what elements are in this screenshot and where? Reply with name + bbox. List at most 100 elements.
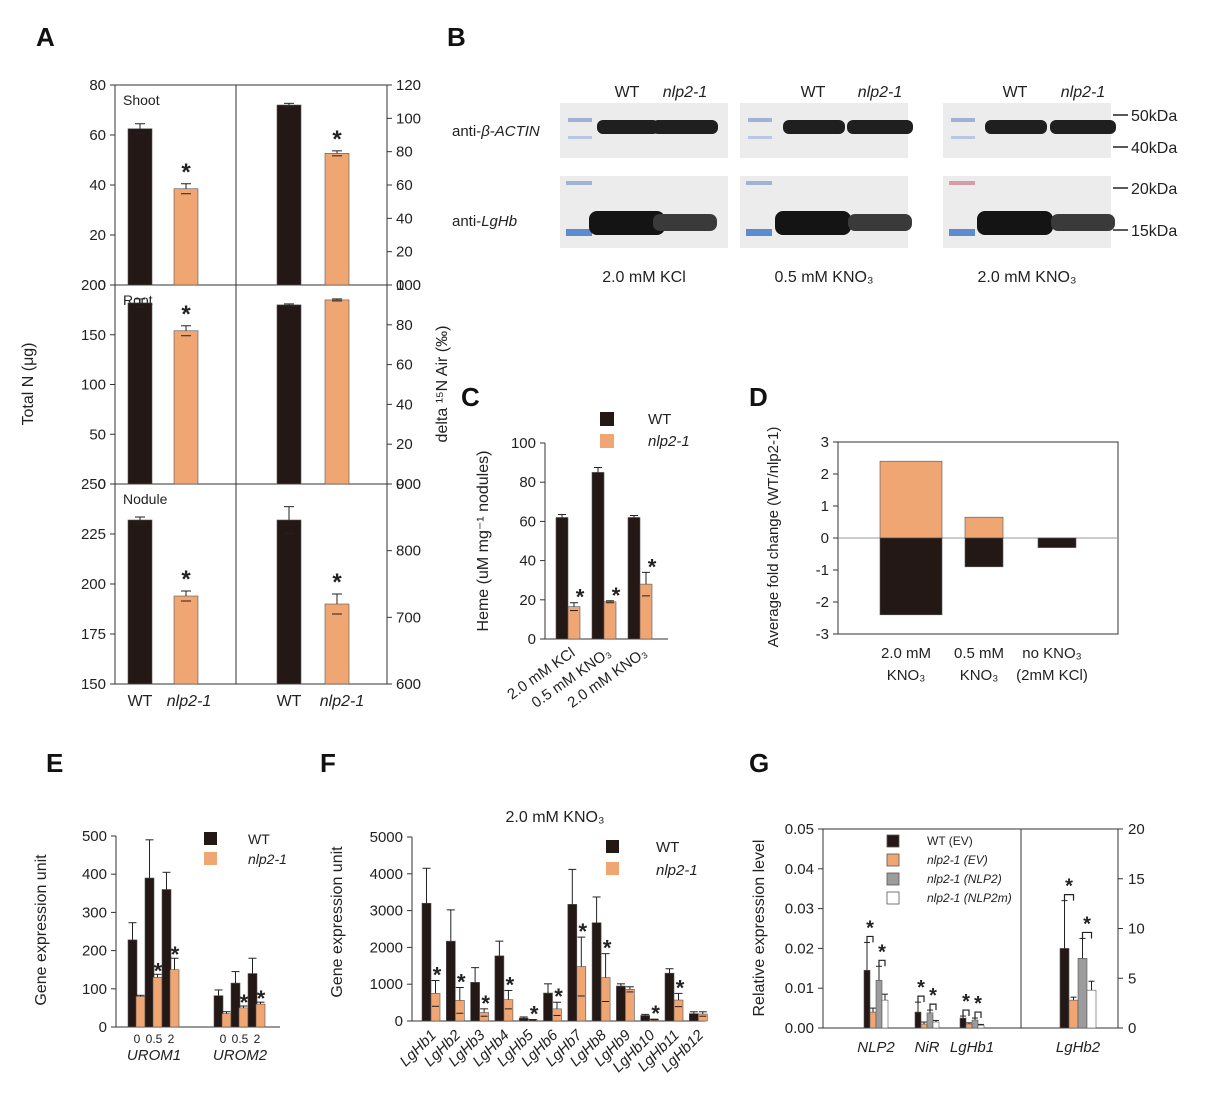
ladder-band: [566, 181, 592, 185]
y-tick-label-right: 0: [1128, 1020, 1136, 1037]
bar: [454, 1000, 465, 1022]
y-tick-label: 0: [98, 476, 106, 493]
significance-bracket: [1081, 931, 1093, 939]
y-tick-label-right: 80: [396, 144, 413, 161]
significance-bracket: [929, 1003, 937, 1011]
significance-star: *: [332, 126, 342, 153]
panel-letter-c: C: [461, 382, 480, 412]
significance-star: *: [240, 990, 249, 1015]
y-tick-label: 100: [82, 981, 107, 998]
blot-row-label-prefix: anti-: [452, 123, 481, 140]
y-tick-label: 80: [519, 474, 536, 491]
bar: [965, 1023, 973, 1029]
y-tick-label: 1000: [370, 976, 403, 993]
bar: [673, 999, 684, 1022]
significance-bracket: [878, 959, 886, 967]
bar: [869, 1011, 877, 1029]
bar: [161, 889, 172, 1028]
significance-star: *: [929, 985, 937, 1007]
y-tick-label-right: 900: [396, 476, 421, 493]
bar: [324, 299, 350, 485]
significance-star: *: [576, 585, 585, 610]
y-tick-label: 300: [82, 904, 107, 921]
x-category-label: 2.0 mM: [881, 645, 931, 662]
blot-condition-label: 2.0 mM KNO₃: [978, 269, 1077, 286]
y-tick-label-right: 20: [396, 244, 413, 261]
y-tick-label: 100: [511, 435, 536, 452]
legend-label-nlp: nlp2-1: [656, 862, 698, 879]
bar: [1068, 999, 1079, 1029]
bar: [914, 1011, 922, 1029]
legend-label-wt: WT: [648, 411, 671, 428]
x-category-label: no KNO₃: [1022, 645, 1081, 662]
y-tick-label: 80: [89, 77, 106, 94]
y-tick-label: 3000: [370, 903, 403, 920]
bar: [625, 989, 635, 1022]
bar: [640, 1015, 651, 1022]
bar: [276, 304, 302, 485]
bar: [977, 1024, 985, 1029]
significance-star: *: [676, 975, 685, 1000]
y-tick-label-right: 600: [396, 676, 421, 693]
y-tick-label-right: 700: [396, 609, 421, 626]
ladder-band: [949, 181, 975, 185]
legend-label: nlp2-1 (NLP2m): [927, 891, 1012, 905]
marker-label: 40kDa: [1131, 140, 1177, 157]
y-tick-label: 250: [81, 476, 106, 493]
blot-condition-label: 0.5 mM KNO₃: [775, 269, 874, 286]
x-tick-label: 0: [220, 1032, 227, 1046]
y-tick-label: 3: [821, 434, 829, 451]
significance-star: *: [612, 583, 621, 608]
lane-label: WT: [615, 84, 640, 101]
ladder-band: [748, 136, 772, 139]
y-axis-label: Heme (uM mg⁻¹ nodules): [475, 451, 492, 632]
significance-star: *: [257, 986, 266, 1011]
significance-star: *: [154, 958, 163, 983]
panel-letter-f: F: [320, 748, 336, 778]
bar: [576, 966, 587, 1022]
bar: [221, 1013, 232, 1028]
y-tick-label-right: 40: [396, 396, 413, 413]
bar: [430, 993, 441, 1022]
x-tick-label: 0.5: [232, 1032, 249, 1046]
significance-star: *: [554, 984, 563, 1009]
bar: [567, 606, 581, 640]
bar: [1086, 989, 1097, 1029]
bar: [470, 982, 480, 1022]
y-tick-label-right: 0: [396, 476, 404, 493]
bar-negative: [879, 537, 943, 616]
bar: [932, 1021, 940, 1029]
marker-label: 20kDa: [1131, 181, 1177, 198]
y-tick-label: 500: [82, 828, 107, 845]
y-tick-label-right: 80: [396, 317, 413, 334]
actin-band: [652, 120, 718, 134]
bar: [591, 922, 602, 1022]
ladder-band: [748, 118, 772, 122]
y-tick-label: 400: [82, 866, 107, 883]
y-tick-label: 0.05: [785, 821, 814, 838]
y-tick-label: 150: [81, 327, 106, 344]
chart-title: 2.0 mM KNO₃: [506, 809, 605, 826]
x-category-label: WT: [128, 693, 153, 710]
significance-star: *: [603, 936, 612, 961]
y-tick-label: 150: [81, 676, 106, 693]
x-category-label: LgHb1: [950, 1039, 994, 1056]
y-tick-label-right: 10: [1128, 921, 1145, 938]
lane-label: nlp2-1: [663, 84, 707, 101]
blot-row-label: anti-LgHb: [452, 213, 517, 230]
marker-label: 15kDa: [1131, 223, 1177, 240]
y-axis-label: Relative expression level: [751, 840, 768, 1017]
bar: [173, 188, 199, 286]
panel-letter-b: B: [447, 22, 466, 52]
x-category-label: KNO₃: [960, 667, 999, 684]
bar: [555, 517, 569, 640]
significance-star: *: [866, 917, 874, 939]
actin-band: [847, 120, 913, 134]
y-tick-label: 0: [821, 530, 829, 547]
bar: [600, 977, 611, 1022]
x-category-label: NiR: [915, 1039, 940, 1056]
bar: [127, 302, 153, 485]
bar: [276, 104, 302, 286]
y-tick-label: 0: [98, 277, 106, 294]
significance-star: *: [579, 919, 588, 944]
